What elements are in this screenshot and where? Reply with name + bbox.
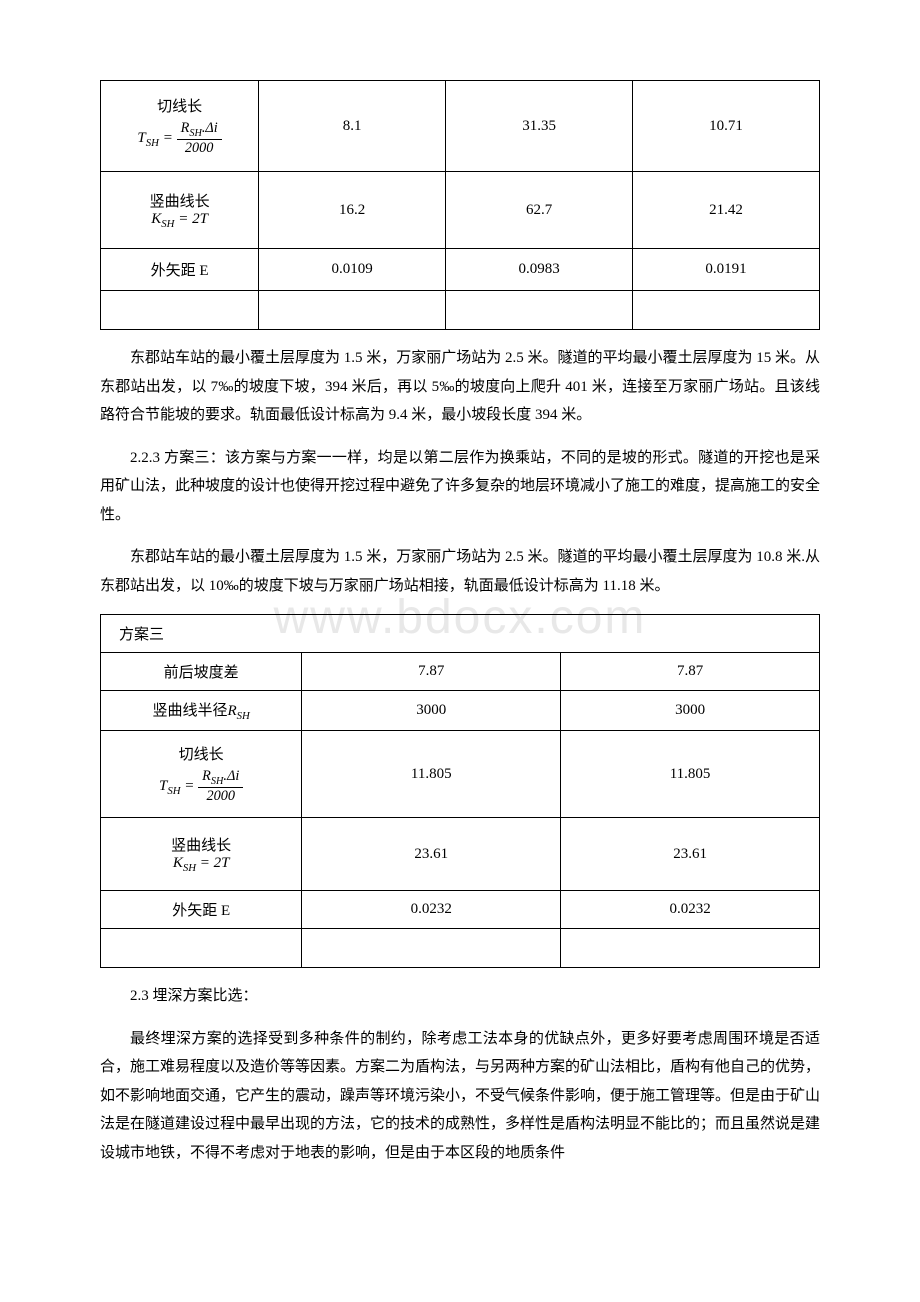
formula: TSH = RSH.Δi2000 bbox=[107, 120, 252, 157]
eq: = 2T bbox=[174, 211, 207, 227]
cell: 0.0232 bbox=[302, 891, 561, 929]
sym: T bbox=[137, 130, 145, 146]
den: 2000 bbox=[198, 788, 243, 805]
cell: 7.87 bbox=[561, 653, 820, 691]
sub: SH bbox=[167, 785, 180, 797]
t2-r3-label: 切线长 TSH = RSH.Δi2000 bbox=[101, 731, 302, 818]
cell: 0.0191 bbox=[633, 249, 820, 291]
label-text: 竖曲线长 bbox=[107, 190, 252, 211]
cell: 16.2 bbox=[259, 172, 446, 249]
t1-r2-label: 竖曲线长 KSH = 2T bbox=[101, 172, 259, 249]
cell: 11.805 bbox=[302, 731, 561, 818]
cell-empty bbox=[633, 291, 820, 330]
den: 2000 bbox=[177, 140, 222, 157]
table-2: 方案三 前后坡度差 7.87 7.87 竖曲线半径RSH 3000 3000 切… bbox=[100, 614, 820, 968]
sym: .Δi bbox=[202, 120, 218, 136]
table-1: 切线长 TSH = RSH.Δi2000 8.1 31.35 10.71 竖曲线… bbox=[100, 80, 820, 330]
cell: 0.0109 bbox=[259, 249, 446, 291]
sub: SH bbox=[183, 862, 196, 874]
cell: 31.35 bbox=[446, 81, 633, 172]
t2-r4-label: 竖曲线长 KSH = 2T bbox=[101, 818, 302, 891]
t1-r3-label: 外矢距 E bbox=[101, 249, 259, 291]
cell: 8.1 bbox=[259, 81, 446, 172]
cell: 23.61 bbox=[302, 818, 561, 891]
cell: 0.0232 bbox=[561, 891, 820, 929]
t1-r1-label: 切线长 TSH = RSH.Δi2000 bbox=[101, 81, 259, 172]
sub: SH bbox=[189, 128, 202, 139]
cell: 11.805 bbox=[561, 731, 820, 818]
paragraph-5: 最终埋深方案的选择受到多种条件的制约，除考虑工法本身的优缺点外，更多好要考虑周围… bbox=[100, 1025, 820, 1168]
cell: 3000 bbox=[302, 691, 561, 731]
t2-header: 方案三 bbox=[101, 615, 820, 653]
paragraph-2: 2.2.3 方案三：该方案与方案一一样，均是以第二层作为换乘站，不同的是坡的形式… bbox=[100, 444, 820, 530]
eq: = 2T bbox=[196, 855, 229, 871]
eq: = bbox=[159, 130, 177, 146]
cell: 10.71 bbox=[633, 81, 820, 172]
cell: 7.87 bbox=[302, 653, 561, 691]
sym: K bbox=[151, 211, 161, 227]
sub: SH bbox=[161, 218, 174, 230]
label-text: 切线长 bbox=[107, 95, 252, 116]
cell-empty bbox=[446, 291, 633, 330]
paragraph-1: 东郡站车站的最小覆土层厚度为 1.5 米，万家丽广场站为 2.5 米。隧道的平均… bbox=[100, 344, 820, 430]
table-row: 前后坡度差 7.87 7.87 bbox=[101, 653, 820, 691]
t2-r2-label: 竖曲线半径RSH bbox=[101, 691, 302, 731]
table-row: 竖曲线半径RSH 3000 3000 bbox=[101, 691, 820, 731]
sub: SH bbox=[211, 776, 224, 787]
formula: KSH = 2T bbox=[107, 211, 252, 230]
table-row: 竖曲线长 KSH = 2T 16.2 62.7 21.42 bbox=[101, 172, 820, 249]
paragraph-3: 东郡站车站的最小覆土层厚度为 1.5 米，万家丽广场站为 2.5 米。隧道的平均… bbox=[100, 543, 820, 600]
eq: = bbox=[181, 778, 199, 794]
table-row: 切线长 TSH = RSH.Δi2000 11.805 11.805 bbox=[101, 731, 820, 818]
table-row: 方案三 bbox=[101, 615, 820, 653]
cell: 3000 bbox=[561, 691, 820, 731]
table-row: 切线长 TSH = RSH.Δi2000 8.1 31.35 10.71 bbox=[101, 81, 820, 172]
label-text: 竖曲线长 bbox=[107, 834, 295, 855]
cell: 62.7 bbox=[446, 172, 633, 249]
table-row: 外矢距 E 0.0109 0.0983 0.0191 bbox=[101, 249, 820, 291]
fraction: RSH.Δi 2000 bbox=[198, 768, 243, 805]
t2-r1-label: 前后坡度差 bbox=[101, 653, 302, 691]
sym: R bbox=[181, 120, 190, 136]
cell: 0.0983 bbox=[446, 249, 633, 291]
label-text: 竖曲线半径 bbox=[152, 703, 227, 719]
sym: .Δi bbox=[223, 768, 239, 784]
table-row: 竖曲线长 KSH = 2T 23.61 23.61 bbox=[101, 818, 820, 891]
label-text: 切线长 bbox=[107, 743, 295, 764]
table-row-empty bbox=[101, 929, 820, 968]
cell-empty bbox=[561, 929, 820, 968]
formula: KSH = 2T bbox=[107, 855, 295, 874]
table-row-empty bbox=[101, 291, 820, 330]
t2-r5-label: 外矢距 E bbox=[101, 891, 302, 929]
cell: 23.61 bbox=[561, 818, 820, 891]
cell: 21.42 bbox=[633, 172, 820, 249]
cell-empty bbox=[259, 291, 446, 330]
table-row: 外矢距 E 0.0232 0.0232 bbox=[101, 891, 820, 929]
sub: SH bbox=[237, 710, 250, 722]
formula: RSH bbox=[227, 703, 249, 719]
sym: R bbox=[227, 703, 236, 719]
formula: TSH = RSH.Δi2000 bbox=[107, 768, 295, 805]
cell-empty bbox=[302, 929, 561, 968]
sub: SH bbox=[146, 137, 159, 149]
sym: R bbox=[202, 768, 211, 784]
cell-empty bbox=[101, 929, 302, 968]
fraction: RSH.Δi 2000 bbox=[177, 120, 222, 157]
cell-empty bbox=[101, 291, 259, 330]
sym: K bbox=[173, 855, 183, 871]
paragraph-4: 2.3 埋深方案比选： bbox=[100, 982, 820, 1011]
